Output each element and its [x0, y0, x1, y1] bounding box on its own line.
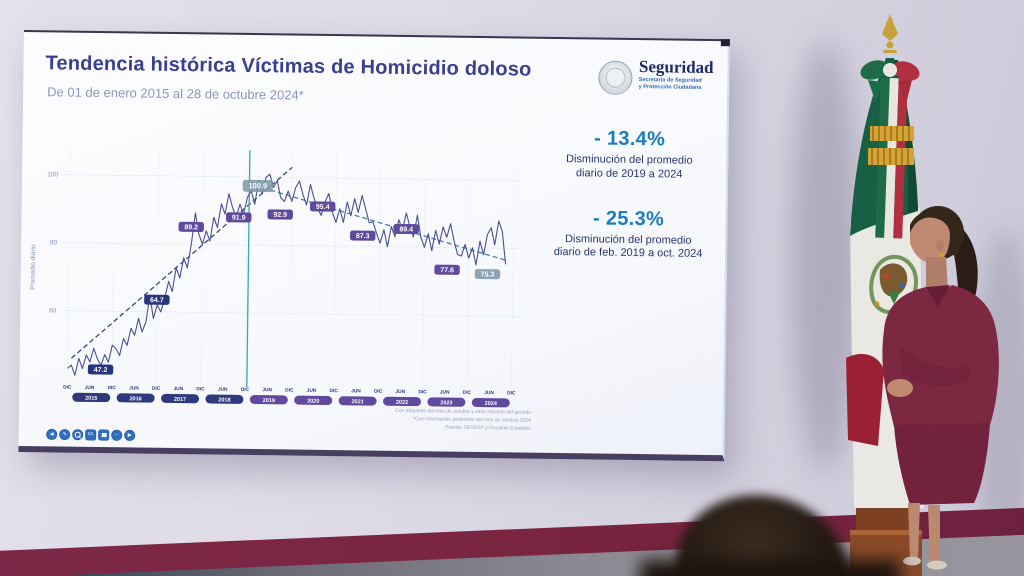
seguridad-logo: Seguridad Secretaría de Seguridad y Prot… — [598, 57, 714, 96]
svg-text:DIC: DIC — [507, 390, 516, 396]
svg-text:JUN: JUN — [262, 387, 272, 393]
svg-text:100: 100 — [47, 171, 58, 178]
chart-footnotes: Con etiquetas del mes de octubre y valor… — [309, 407, 531, 433]
svg-text:2022: 2022 — [396, 400, 408, 406]
svg-text:Promedio diario: Promedio diario — [30, 244, 38, 290]
stat-feb2019-oct2024: - 25.3% Disminución del promedio diario … — [536, 206, 721, 262]
svg-text:77.6: 77.6 — [440, 267, 454, 274]
cc-icon[interactable]: CC — [85, 429, 96, 440]
svg-text:87.3: 87.3 — [356, 233, 370, 240]
person-skirt — [894, 423, 990, 505]
svg-text:89.4: 89.4 — [399, 226, 413, 233]
svg-text:95.4: 95.4 — [316, 204, 330, 211]
svg-text:60: 60 — [49, 307, 57, 314]
annotation-toolbar: ◀ ✎ CC ⋯ ▶ — [46, 429, 135, 441]
stat-2019-2024: - 13.4% Disminución del promedio diario … — [537, 127, 722, 183]
person-neck — [926, 257, 948, 291]
svg-text:100.9: 100.9 — [248, 181, 267, 190]
mexican-flag — [846, 14, 924, 576]
svg-text:JUN: JUN — [85, 385, 95, 391]
svg-text:2024: 2024 — [485, 401, 498, 407]
eagle-seal-icon — [598, 60, 634, 95]
svg-text:2019: 2019 — [263, 398, 275, 404]
svg-text:DIC: DIC — [418, 389, 427, 395]
svg-text:DIC: DIC — [241, 387, 250, 393]
svg-text:2021: 2021 — [351, 399, 363, 405]
flag-tricolor-bow — [860, 60, 920, 104]
svg-text:92.9: 92.9 — [273, 212, 287, 219]
screen-icon[interactable] — [98, 430, 109, 441]
svg-text:JUN: JUN — [351, 388, 361, 394]
svg-text:DIC: DIC — [463, 390, 472, 396]
svg-text:JUN: JUN — [484, 390, 494, 396]
svg-text:DIC: DIC — [285, 387, 294, 393]
person-hands — [887, 379, 913, 397]
svg-text:JUN: JUN — [173, 386, 183, 392]
person-earring — [940, 253, 944, 257]
flag-red-stripe — [846, 354, 884, 446]
svg-text:2016: 2016 — [129, 396, 141, 402]
chart-title: Tendencia histórica Víctimas de Homicidi… — [45, 52, 532, 81]
presentation-screen: Tendencia histórica Víctimas de Homicidi… — [18, 30, 730, 462]
svg-text:47.2: 47.2 — [94, 367, 108, 374]
svg-text:DIC: DIC — [152, 386, 161, 392]
svg-text:DIC: DIC — [196, 386, 205, 392]
logo-sub-line2: y Protección Ciudadana — [638, 83, 702, 91]
forward-icon[interactable]: ▶ — [124, 430, 135, 441]
foreground-audience-shoulder — [640, 560, 900, 576]
svg-text:75.3: 75.3 — [481, 271, 495, 278]
flag-finial-icon — [882, 14, 898, 53]
svg-text:2017: 2017 — [174, 397, 186, 403]
stats-panel: - 13.4% Disminución del promedio diario … — [536, 127, 722, 262]
pen-icon[interactable]: ✎ — [59, 429, 70, 440]
svg-text:2018: 2018 — [218, 397, 230, 403]
stat-desc-line2: diario de feb. 2019 a oct. 2024 — [553, 246, 703, 261]
stat-value: - 25.3% — [592, 206, 665, 230]
more-icon[interactable]: ⋯ — [111, 430, 122, 441]
svg-text:91.9: 91.9 — [232, 215, 246, 222]
svg-text:80: 80 — [50, 239, 58, 246]
flag-gold-fringe — [868, 126, 914, 165]
person-legs — [908, 503, 920, 559]
svg-text:JUN: JUN — [307, 388, 317, 394]
svg-text:89.2: 89.2 — [184, 224, 198, 231]
svg-text:DIC: DIC — [108, 385, 117, 391]
svg-text:64.7: 64.7 — [150, 297, 164, 304]
svg-text:2020: 2020 — [307, 399, 319, 405]
stat-value: - 13.4% — [593, 127, 666, 151]
zoom-icon[interactable] — [72, 429, 83, 440]
back-icon[interactable]: ◀ — [46, 429, 57, 440]
svg-text:2023: 2023 — [440, 400, 452, 406]
svg-text:JUN: JUN — [129, 385, 139, 391]
svg-text:DIC: DIC — [330, 388, 339, 394]
svg-text:JUN: JUN — [440, 389, 450, 395]
person-shoes — [903, 556, 921, 566]
svg-text:JUN: JUN — [218, 387, 228, 393]
chart-subtitle: De 01 de enero 2015 al 28 de octubre 202… — [47, 84, 304, 103]
speaker-person — [882, 206, 999, 570]
flag-eagle-emblem — [869, 254, 919, 315]
person-blazer — [882, 285, 999, 427]
svg-text:DIC: DIC — [374, 389, 383, 395]
svg-text:DIC: DIC — [63, 385, 72, 391]
stat-desc-line2: diario de 2019 a 2024 — [575, 166, 683, 181]
svg-text:2015: 2015 — [85, 396, 97, 402]
svg-text:JUN: JUN — [395, 389, 405, 395]
logo-name: Seguridad — [638, 57, 714, 78]
